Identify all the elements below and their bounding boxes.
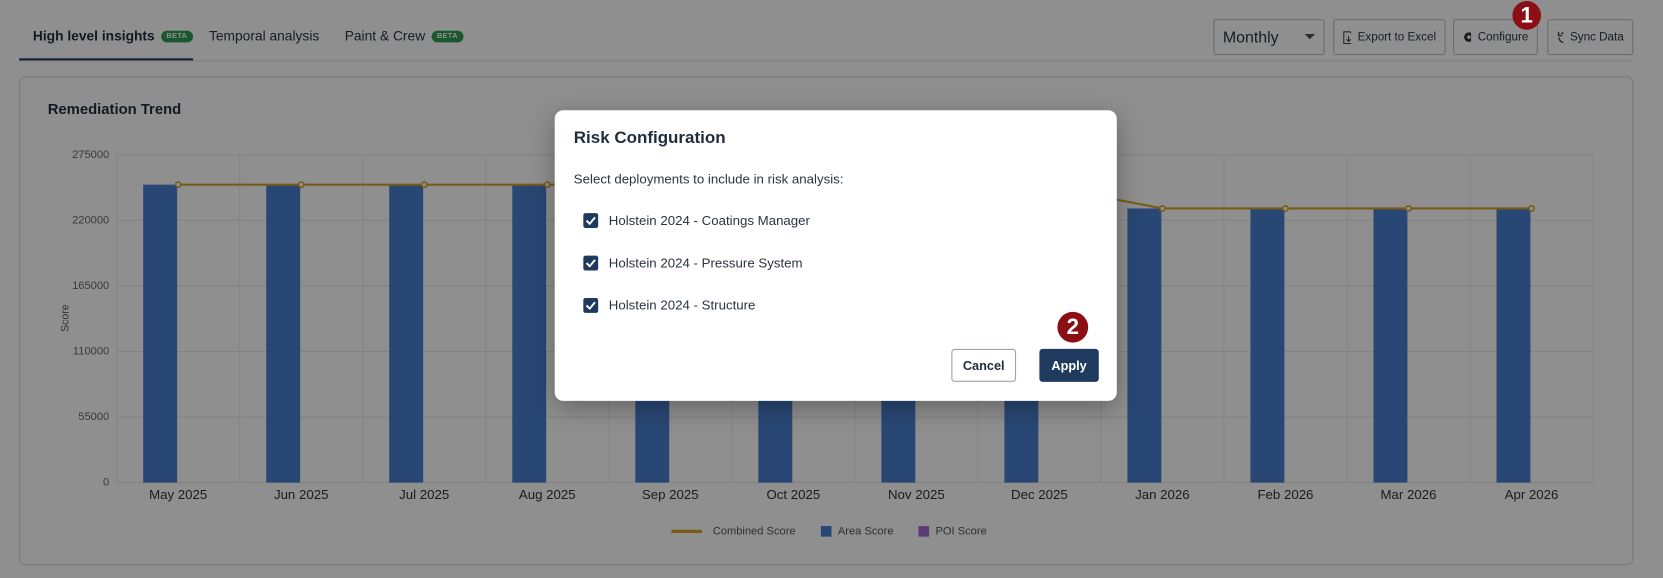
checkbox[interactable] (583, 213, 599, 229)
tab-label: High level insights (32, 27, 155, 44)
modal-prompt: Select deployments to include in risk an… (573, 171, 844, 187)
line-point (1528, 205, 1535, 212)
check-mark (585, 216, 596, 225)
chart-title: Remediation Trend (48, 102, 181, 118)
step-marker: 1 (1512, 1, 1542, 30)
legend-swatch (820, 526, 832, 537)
y-tick-label: 0 (103, 477, 109, 489)
bar (266, 184, 301, 483)
line-point (297, 181, 305, 189)
x-tick-label: Jan 2026 (1135, 487, 1190, 502)
y-axis-label: Score (60, 304, 72, 332)
y-tick-label: 165000 (72, 280, 109, 292)
x-tick-label: Nov 2025 (888, 487, 945, 502)
x-tick-label: May 2025 (149, 487, 207, 502)
step-marker: 2 (1057, 311, 1089, 343)
legend-swatch (918, 526, 930, 537)
option-label: Holstein 2024 - Structure (608, 298, 756, 313)
tab[interactable]: Temporal analysis (209, 28, 319, 44)
modal-title: Risk Configuration (573, 129, 726, 148)
y-tick-label: 275000 (72, 149, 109, 161)
line-point (420, 181, 428, 189)
line-point (174, 181, 182, 189)
y-tick-label: 55000 (78, 411, 109, 423)
checkbox-option[interactable]: Holstein 2024 - Pressure System (583, 255, 803, 271)
tab-underline (19, 58, 194, 61)
y-tick-label: 110000 (73, 345, 109, 357)
checkbox[interactable] (583, 255, 599, 271)
legend-label: Combined Score (713, 525, 796, 537)
tab[interactable]: High level insights BETA (32, 27, 193, 44)
option-label: Holstein 2024 - Pressure System (608, 255, 803, 271)
tab-label: Temporal analysis (208, 27, 320, 44)
tab[interactable]: Paint & Crew BETA (344, 27, 464, 44)
badge: BETA (431, 30, 464, 43)
x-tick-label: Apr 2026 (1505, 487, 1559, 502)
badge: BETA (161, 30, 193, 43)
divider (19, 60, 1634, 62)
y-tick-label: 220000 (72, 214, 109, 226)
bar (512, 184, 547, 483)
check-mark (585, 259, 596, 268)
x-tick-label: Oct 2025 (766, 487, 820, 502)
bar (1127, 208, 1162, 483)
legend-label: Area Score (838, 525, 894, 537)
x-tick-label: Dec 2025 (1011, 487, 1068, 502)
checkbox-option[interactable]: Holstein 2024 - Coatings Manager (583, 213, 810, 229)
tab-label: Paint & Crew (344, 27, 426, 44)
legend-label: POI Score (935, 525, 986, 537)
button-label: Sync Data (1569, 30, 1624, 44)
bar (389, 184, 424, 483)
x-tick-label: Sep 2025 (642, 487, 699, 502)
apply-button[interactable]: Apply (1039, 348, 1099, 382)
icon (1343, 30, 1352, 44)
button-label: Export to Excel (1357, 30, 1437, 44)
cancel-button[interactable]: Cancel (951, 348, 1017, 382)
line-point (1282, 205, 1289, 212)
line-point (1158, 205, 1166, 212)
bar (1496, 208, 1531, 483)
export-button[interactable]: Export to Excel (1333, 19, 1446, 56)
check-mark (585, 301, 596, 310)
chevron (1304, 33, 1316, 40)
button-label: Configure (1477, 30, 1529, 44)
bar (1250, 208, 1285, 483)
bar (1373, 208, 1408, 483)
checkbox-option[interactable]: Holstein 2024 - Structure (583, 298, 755, 313)
x-tick-label: Jul 2025 (399, 487, 449, 502)
checkbox[interactable] (583, 298, 599, 313)
period-select[interactable]: Monthly (1213, 19, 1325, 56)
icon (1464, 32, 1472, 42)
modal: Risk Configuration Select deployments to… (554, 110, 1117, 401)
sync-button[interactable]: Sync Data (1547, 19, 1634, 56)
bar (143, 184, 178, 483)
line-point (543, 181, 551, 189)
option-label: Holstein 2024 - Coatings Manager (608, 213, 810, 229)
line-point (1405, 205, 1412, 212)
x-tick-label: Jun 2025 (274, 487, 329, 502)
select-value: Monthly (1222, 28, 1279, 47)
x-tick-label: Feb 2026 (1257, 487, 1313, 502)
icon (1557, 31, 1564, 43)
x-tick-label: Aug 2025 (519, 487, 576, 502)
x-tick-label: Mar 2026 (1380, 487, 1436, 502)
